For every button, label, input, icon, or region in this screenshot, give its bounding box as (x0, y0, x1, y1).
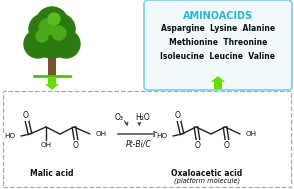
Text: HO: HO (4, 133, 15, 139)
Text: O: O (73, 140, 79, 149)
Polygon shape (45, 77, 59, 90)
FancyBboxPatch shape (144, 0, 292, 90)
Text: OH: OH (96, 131, 107, 137)
Circle shape (39, 19, 55, 35)
Text: AMINOACIDS: AMINOACIDS (183, 11, 253, 21)
Text: H₂O: H₂O (136, 112, 150, 122)
Polygon shape (211, 76, 225, 89)
Text: O: O (23, 112, 29, 121)
Circle shape (48, 13, 60, 25)
Text: Methionine  Threonine: Methionine Threonine (169, 38, 267, 47)
Circle shape (36, 30, 48, 42)
Text: Aspargine  Lysine  Alanine: Aspargine Lysine Alanine (161, 24, 275, 33)
Text: O: O (224, 140, 230, 149)
Text: Pt-Bi/C: Pt-Bi/C (126, 139, 152, 149)
Text: Malic acid: Malic acid (30, 169, 74, 177)
Circle shape (29, 14, 59, 44)
Text: (platform molecule): (platform molecule) (174, 178, 240, 184)
Text: O: O (175, 112, 181, 121)
Text: Oxaloacetic acid: Oxaloacetic acid (171, 169, 243, 177)
Bar (3, 91, 291, 187)
Text: OH: OH (41, 142, 51, 148)
Circle shape (24, 30, 52, 58)
Circle shape (45, 14, 75, 44)
Circle shape (30, 14, 74, 58)
Text: O: O (195, 140, 201, 149)
Text: HO: HO (156, 133, 167, 139)
Circle shape (52, 26, 66, 40)
Circle shape (52, 30, 80, 58)
Circle shape (36, 7, 68, 39)
Text: Isoleucine  Leucine  Valine: Isoleucine Leucine Valine (161, 52, 275, 61)
Text: OH: OH (246, 131, 257, 137)
Bar (48, 56, 56, 76)
Text: O₃: O₃ (114, 112, 123, 122)
